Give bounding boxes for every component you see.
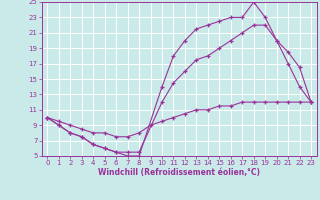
X-axis label: Windchill (Refroidissement éolien,°C): Windchill (Refroidissement éolien,°C)	[98, 168, 260, 177]
